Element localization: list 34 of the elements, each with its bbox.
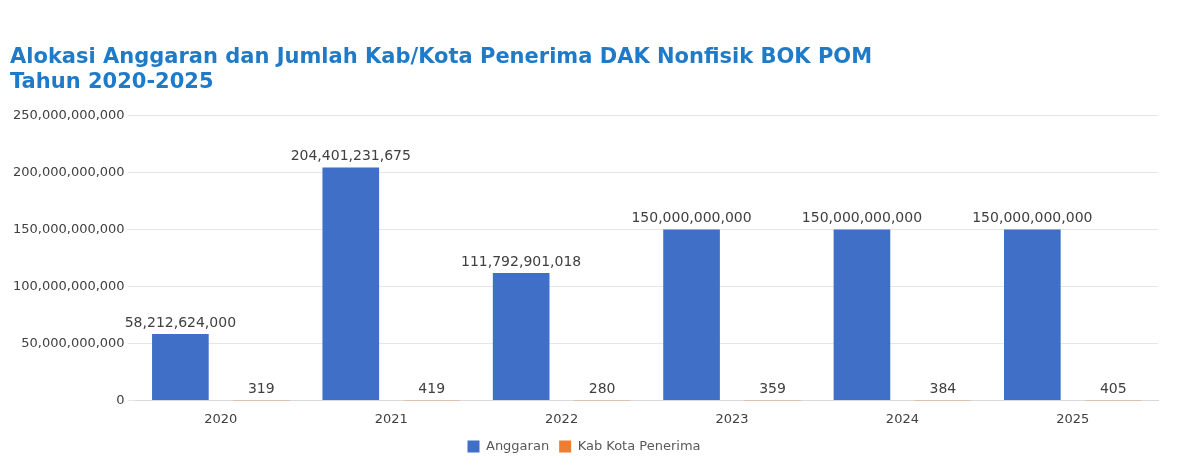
text: Alokasi Anggaran dan Jumlah Kab/Kota Penerima DAK Nonfisik BOK POM <box>10 44 873 69</box>
data-label: 405 <box>1099 380 1127 397</box>
text: Tahun 2020-2025 <box>10 69 214 94</box>
y-tick-label: 150,000,000,000 <box>12 220 125 236</box>
legend-label: Anggaran <box>485 437 550 453</box>
y-tick-label: 100,000,000,000 <box>12 277 125 293</box>
data-label: 359 <box>759 380 786 397</box>
legend-label: Kab Kota Penerima <box>577 437 701 453</box>
y-tick-label: 250,000,000,000 <box>12 106 125 122</box>
x-tick-label: 2025 <box>1056 410 1090 426</box>
data-label: 150,000,000,000 <box>972 209 1093 226</box>
y-tick-label: 200,000,000,000 <box>12 163 125 179</box>
y-tick-label: 0 <box>116 391 125 407</box>
data-label: 419 <box>418 380 446 397</box>
bar <box>663 229 720 400</box>
bar <box>492 272 550 400</box>
bar <box>1004 229 1061 400</box>
data-label: 319 <box>247 380 275 397</box>
data-label: 384 <box>929 380 957 397</box>
x-tick-label: 2023 <box>715 410 749 426</box>
data-label: 111,792,901,018 <box>461 252 582 269</box>
data-label: 150,000,000,000 <box>801 209 923 226</box>
x-tick-label: 2021 <box>374 410 408 426</box>
x-tick-label: 2022 <box>545 410 579 426</box>
data-label: 280 <box>588 380 616 397</box>
bar <box>833 229 891 400</box>
x-tick-label: 2024 <box>885 410 919 426</box>
bar <box>322 167 380 400</box>
data-label: 204,401,231,675 <box>290 147 411 164</box>
x-tick-label: 2020 <box>204 410 238 426</box>
data-label: 150,000,000,000 <box>631 209 752 226</box>
y-tick-label: 50,000,000,000 <box>21 334 125 350</box>
data-label: 58,212,624,000 <box>124 313 237 330</box>
bar <box>152 334 209 400</box>
